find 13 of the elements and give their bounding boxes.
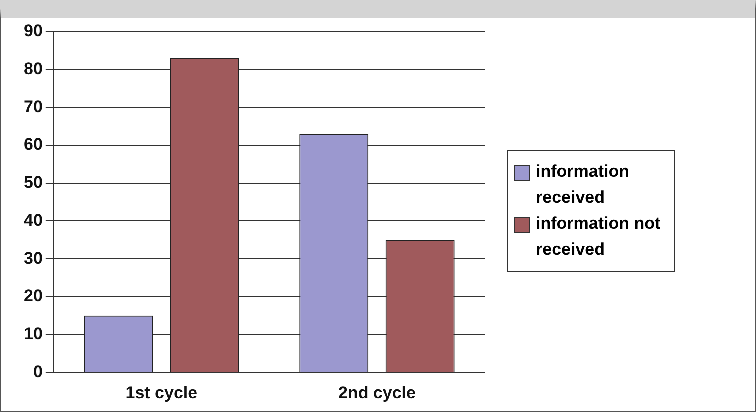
y-tick-label: 0 — [33, 362, 43, 382]
y-tick-label: 40 — [24, 210, 43, 230]
y-tick-label: 90 — [24, 22, 43, 41]
y-tick-label: 10 — [24, 324, 43, 344]
y-tick-label: 80 — [24, 60, 43, 79]
y-tick-label: 20 — [24, 286, 43, 306]
legend-label: information not received — [536, 213, 662, 261]
y-tick-label: 70 — [24, 97, 43, 116]
y-tick-label: 50 — [24, 173, 43, 192]
y-tick-label: 30 — [24, 248, 43, 268]
x-tick-label: 1st cycle — [126, 383, 198, 402]
x-tick-label: 2nd cycle — [338, 383, 416, 402]
y-tick-label: 60 — [24, 135, 43, 154]
